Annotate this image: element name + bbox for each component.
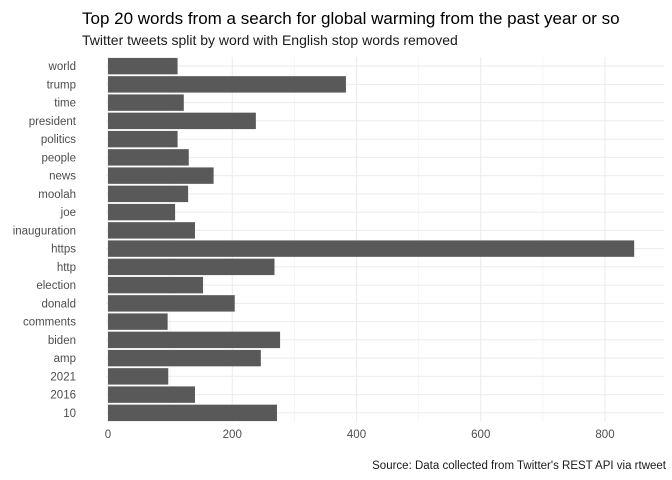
bar-amp <box>108 349 261 367</box>
chart-caption: Source: Data collected from Twitter's RE… <box>372 460 666 472</box>
y-tick-label: time <box>54 98 76 110</box>
x-tick-label: 400 <box>347 429 366 441</box>
bar-2016 <box>108 386 195 403</box>
bar-time <box>108 94 184 111</box>
y-tick-label: donald <box>41 298 76 310</box>
chart-subtitle: Twitter tweets split by word with Englis… <box>82 32 458 48</box>
y-tick-label: moolah <box>38 189 76 201</box>
y-tick-label: http <box>57 262 76 274</box>
chart-title: Top 20 words from a search for global wa… <box>82 9 620 28</box>
bar-10 <box>108 404 277 422</box>
x-axis-ticks: 0 200 400 600 800 <box>105 429 615 441</box>
bar-election <box>108 276 204 294</box>
bar-inauguration <box>108 222 195 239</box>
x-tick-label: 200 <box>223 429 242 441</box>
bar-trump <box>108 76 346 93</box>
x-tick-label: 0 <box>105 429 111 441</box>
bar-2021 <box>108 368 169 385</box>
bar-people <box>108 149 189 166</box>
y-tick-label: biden <box>48 335 76 347</box>
y-tick-label: election <box>36 280 76 292</box>
y-tick-label: people <box>41 152 76 164</box>
bar-http <box>108 258 275 276</box>
bar-world <box>108 57 178 75</box>
bar-donald <box>108 295 235 312</box>
y-tick-label: inauguration <box>13 225 76 237</box>
y-tick-label: news <box>49 171 76 183</box>
y-tick-label: 10 <box>63 408 76 420</box>
x-tick-label: 800 <box>595 429 614 441</box>
bar-joe <box>108 203 176 221</box>
bar-moolah <box>108 185 189 203</box>
y-tick-label: 2016 <box>50 390 76 402</box>
y-tick-label: comments <box>23 317 76 329</box>
grid <box>106 57 664 422</box>
y-tick-label: amp <box>54 353 76 365</box>
x-tick-label: 600 <box>471 429 490 441</box>
y-tick-label: joe <box>60 207 76 219</box>
y-axis-ticks: world trump time president politics people new… <box>13 61 77 420</box>
y-tick-label: president <box>29 116 77 128</box>
bar-politics <box>108 130 178 148</box>
y-tick-label: trump <box>47 79 76 91</box>
bar-comments <box>108 313 168 330</box>
bar-https <box>108 240 635 257</box>
y-tick-label: https <box>51 244 76 256</box>
bar-president <box>108 112 256 130</box>
y-tick-label: world <box>48 61 76 73</box>
y-tick-label: 2021 <box>50 371 76 383</box>
bar-biden <box>108 331 281 349</box>
bar-news <box>108 167 214 184</box>
y-tick-label: politics <box>41 134 76 146</box>
bars <box>108 57 635 422</box>
